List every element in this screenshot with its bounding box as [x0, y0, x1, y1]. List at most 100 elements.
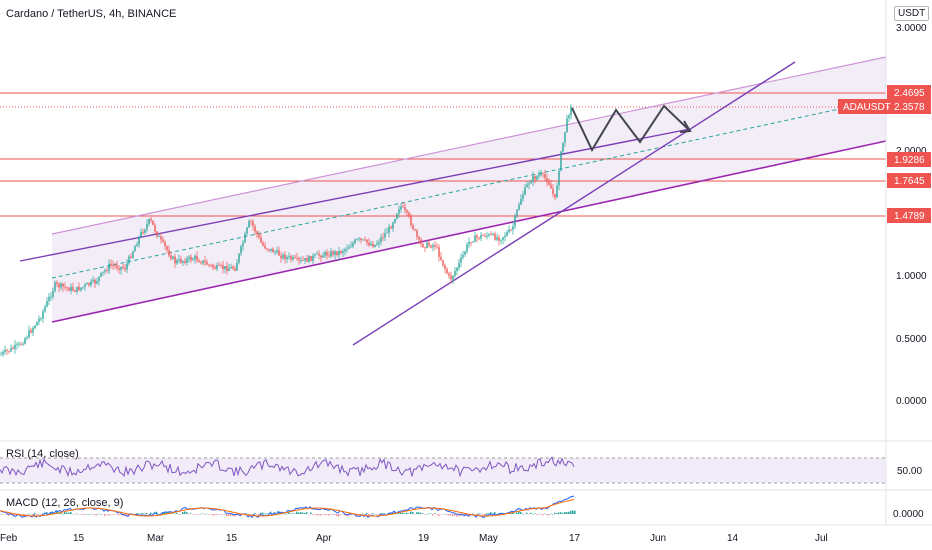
candle-body — [452, 275, 454, 280]
candle-body — [144, 229, 146, 233]
macd-histogram-bar — [474, 514, 476, 515]
macd-y-tick: 0.0000 — [893, 509, 924, 520]
candle-body — [312, 255, 314, 262]
candle-body — [380, 237, 382, 243]
macd-histogram-bar — [334, 514, 336, 516]
rsi-band — [0, 458, 886, 483]
macd-histogram-bar — [422, 513, 424, 514]
candle-body — [86, 283, 88, 285]
candle-body — [382, 237, 384, 239]
candle-body — [18, 343, 20, 345]
candle-body — [192, 259, 194, 261]
candle-body — [408, 212, 410, 217]
macd-histogram-bar — [2, 514, 4, 515]
svg-text:2.4695: 2.4695 — [894, 88, 925, 99]
candle-body — [216, 265, 218, 269]
macd-histogram-bar — [340, 513, 342, 515]
macd-histogram-bar — [226, 514, 228, 517]
candle-body — [340, 251, 342, 253]
x-tick-15b: 15 — [226, 533, 238, 544]
candle-body — [92, 279, 94, 282]
candle-body — [232, 266, 234, 269]
macd-histogram-bar — [372, 513, 374, 514]
macd-histogram-bar — [380, 513, 382, 514]
candle-body — [364, 239, 366, 241]
candle-body — [146, 224, 148, 230]
macd-histogram-bar — [450, 514, 452, 516]
candle-body — [120, 266, 122, 270]
candle-body — [152, 220, 154, 225]
candle-body — [362, 239, 364, 241]
macd-histogram-bar — [394, 511, 396, 514]
candle-body — [542, 173, 544, 175]
macd-histogram-bar — [326, 514, 328, 515]
candle-body — [552, 188, 554, 195]
candle-body — [326, 252, 328, 256]
candle-body — [558, 170, 560, 186]
macd-histogram-bar — [408, 513, 410, 514]
macd-histogram-bar — [402, 512, 404, 514]
candle-body — [424, 247, 426, 249]
candle-body — [466, 244, 468, 252]
macd-histogram-bar — [42, 513, 44, 515]
macd-histogram-bar — [304, 512, 306, 514]
candle-body — [490, 234, 492, 236]
macd-histogram-bar — [472, 513, 474, 515]
candle-body — [530, 181, 532, 184]
candle-body — [10, 347, 12, 352]
candle-body — [90, 281, 92, 286]
macd-histogram-bar — [556, 513, 558, 514]
macd-histogram-bar — [112, 514, 114, 515]
macd-histogram-bar — [446, 514, 448, 516]
candle-body — [132, 251, 134, 258]
candle-body — [62, 283, 64, 287]
macd-histogram-bar — [300, 512, 302, 514]
candle-body — [104, 270, 106, 272]
macd-histogram-bar — [154, 511, 156, 514]
candle-body — [200, 262, 202, 264]
candle-body — [12, 347, 14, 349]
candle-body — [160, 236, 162, 240]
candle-body — [516, 209, 518, 216]
macd-histogram-bar — [228, 514, 230, 517]
macd-histogram-bar — [74, 514, 76, 515]
candle-body — [84, 284, 86, 287]
macd-histogram-bar — [254, 512, 256, 514]
macd-signal-line — [0, 499, 575, 517]
macd-histogram-bar — [560, 512, 562, 514]
candle-body — [390, 226, 392, 229]
candle-body — [370, 243, 372, 246]
candle-body — [550, 184, 552, 189]
macd-histogram-bar — [548, 514, 550, 516]
macd-histogram-bar — [356, 514, 358, 516]
candle-body — [182, 260, 184, 263]
macd-histogram-bar — [266, 513, 268, 515]
macd-histogram-bar — [26, 514, 28, 515]
candle-body — [168, 250, 170, 256]
candle-body — [442, 260, 444, 266]
macd-histogram-bar — [516, 512, 518, 514]
macd-histogram-bar — [436, 514, 438, 515]
candle-body — [56, 282, 58, 284]
candle-body — [492, 233, 494, 235]
currency-button[interactable]: USDT — [894, 6, 930, 21]
candle-body — [162, 239, 164, 242]
macd-histogram-bar — [414, 514, 416, 515]
macd-histogram-bar — [364, 514, 366, 516]
candle-body — [564, 132, 566, 143]
y-tick-1: 1.0000 — [896, 271, 927, 282]
candle-body — [562, 142, 564, 152]
candle-body — [252, 221, 254, 227]
candle-body — [486, 235, 488, 237]
candle-body — [458, 262, 460, 268]
candle-body — [196, 255, 198, 261]
macd-histogram-bar — [482, 514, 484, 515]
candle-body — [190, 256, 192, 261]
candle-body — [128, 256, 130, 264]
candle-body — [304, 258, 306, 261]
macd-histogram-bar — [278, 511, 280, 514]
candle-body — [548, 181, 550, 185]
macd-histogram-bar — [264, 513, 266, 515]
candle-body — [534, 176, 536, 180]
